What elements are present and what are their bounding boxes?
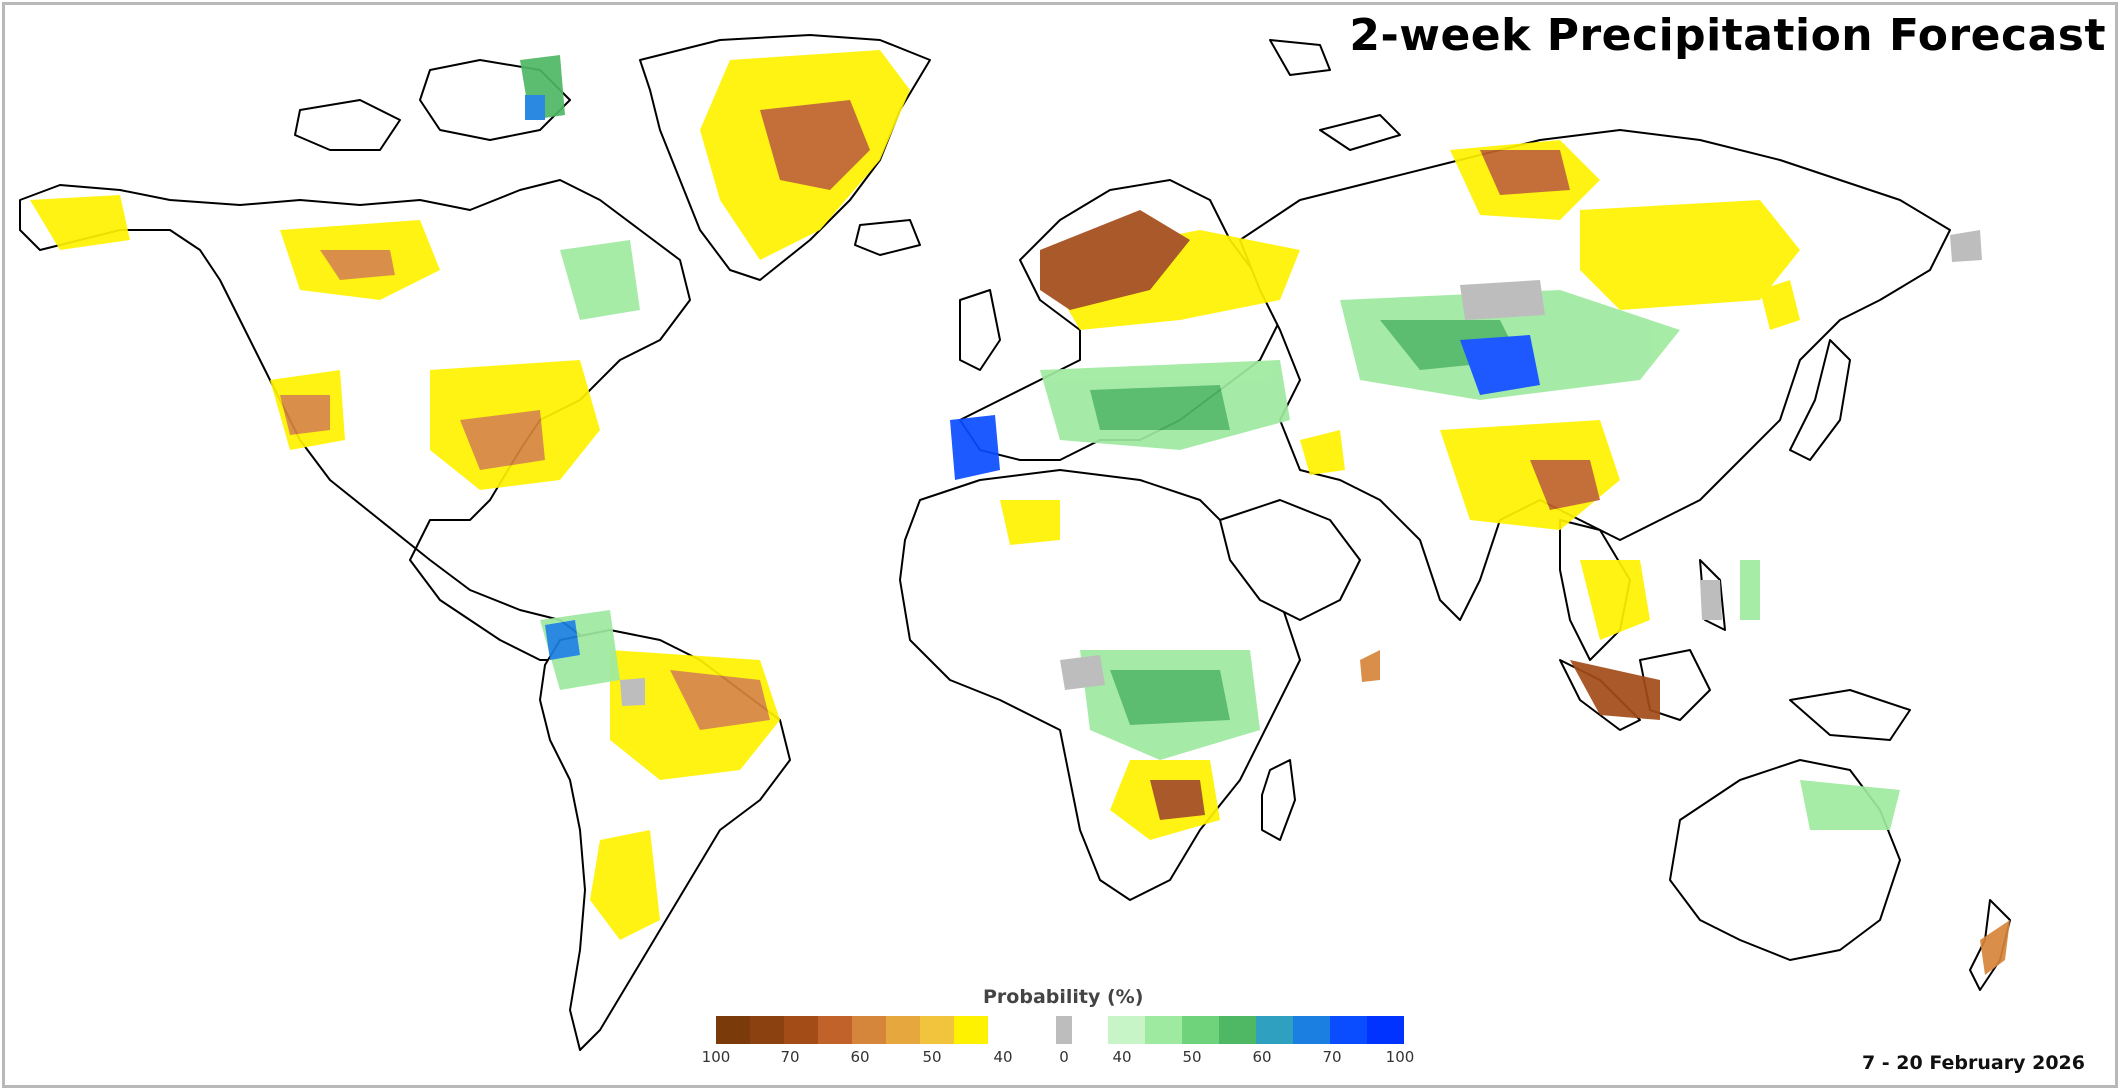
legend-swatch-wet-7 [1330, 1016, 1367, 1044]
legend-tick-wet-50: 50 [1182, 1048, 1202, 1066]
legend-swatch-dry-7 [920, 1016, 954, 1044]
neutral-areas [620, 230, 1982, 706]
legend-swatch-dry-6 [886, 1016, 920, 1044]
legend-tick-dry-40: 40 [993, 1048, 1013, 1066]
north-america [19, 179, 691, 661]
legend-swatch-wet-5 [1256, 1016, 1293, 1044]
legend-tick-dry-70: 70 [780, 1048, 800, 1066]
legend-swatch-neutral [1056, 1016, 1072, 1044]
legend-tick-dry-50: 50 [922, 1048, 942, 1066]
forecast-date-range: 7 - 20 February 2026 [1861, 1052, 2085, 1074]
new-guinea [1789, 689, 1911, 741]
legend-swatch-dry-1 [716, 1016, 750, 1044]
wet-anomalies [520, 55, 1900, 830]
arabia [1219, 499, 1361, 621]
japan [1789, 339, 1851, 461]
iceland [854, 219, 921, 256]
probability-legend [716, 1016, 1406, 1044]
legend-swatch-dry-3 [784, 1016, 818, 1044]
legend-tick-wet-70: 70 [1322, 1048, 1342, 1066]
legend-swatch-wet-8 [1367, 1016, 1404, 1044]
legend-tick-dry-100: 100 [701, 1048, 731, 1066]
legend-tick-neutral-0: 0 [1059, 1048, 1069, 1066]
legend-tick-dry-60: 60 [850, 1048, 870, 1066]
legend-tick-wet-40: 40 [1112, 1048, 1132, 1066]
legend-tick-wet-100: 100 [1385, 1048, 1415, 1066]
legend-swatch-wet-2 [1145, 1016, 1182, 1044]
legend-swatch-wet-1 [1108, 1016, 1145, 1044]
legend-swatch-wet-4 [1219, 1016, 1256, 1044]
legend-title: Probability (%) [983, 986, 1144, 1008]
map-title: 2-week Precipitation Forecast [1349, 10, 2106, 61]
legend-swatch-dry-4 [818, 1016, 852, 1044]
legend-swatch-dry-2 [750, 1016, 784, 1044]
legend-swatch-wet-3 [1182, 1016, 1219, 1044]
uk [959, 289, 1001, 371]
dry-anomalies [30, 50, 2010, 975]
legend-tick-wet-60: 60 [1252, 1048, 1272, 1066]
madagascar [1261, 759, 1296, 841]
legend-swatch-dry-8 [954, 1016, 988, 1044]
legend-swatch-dry-5 [852, 1016, 886, 1044]
legend-swatch-wet-6 [1293, 1016, 1330, 1044]
